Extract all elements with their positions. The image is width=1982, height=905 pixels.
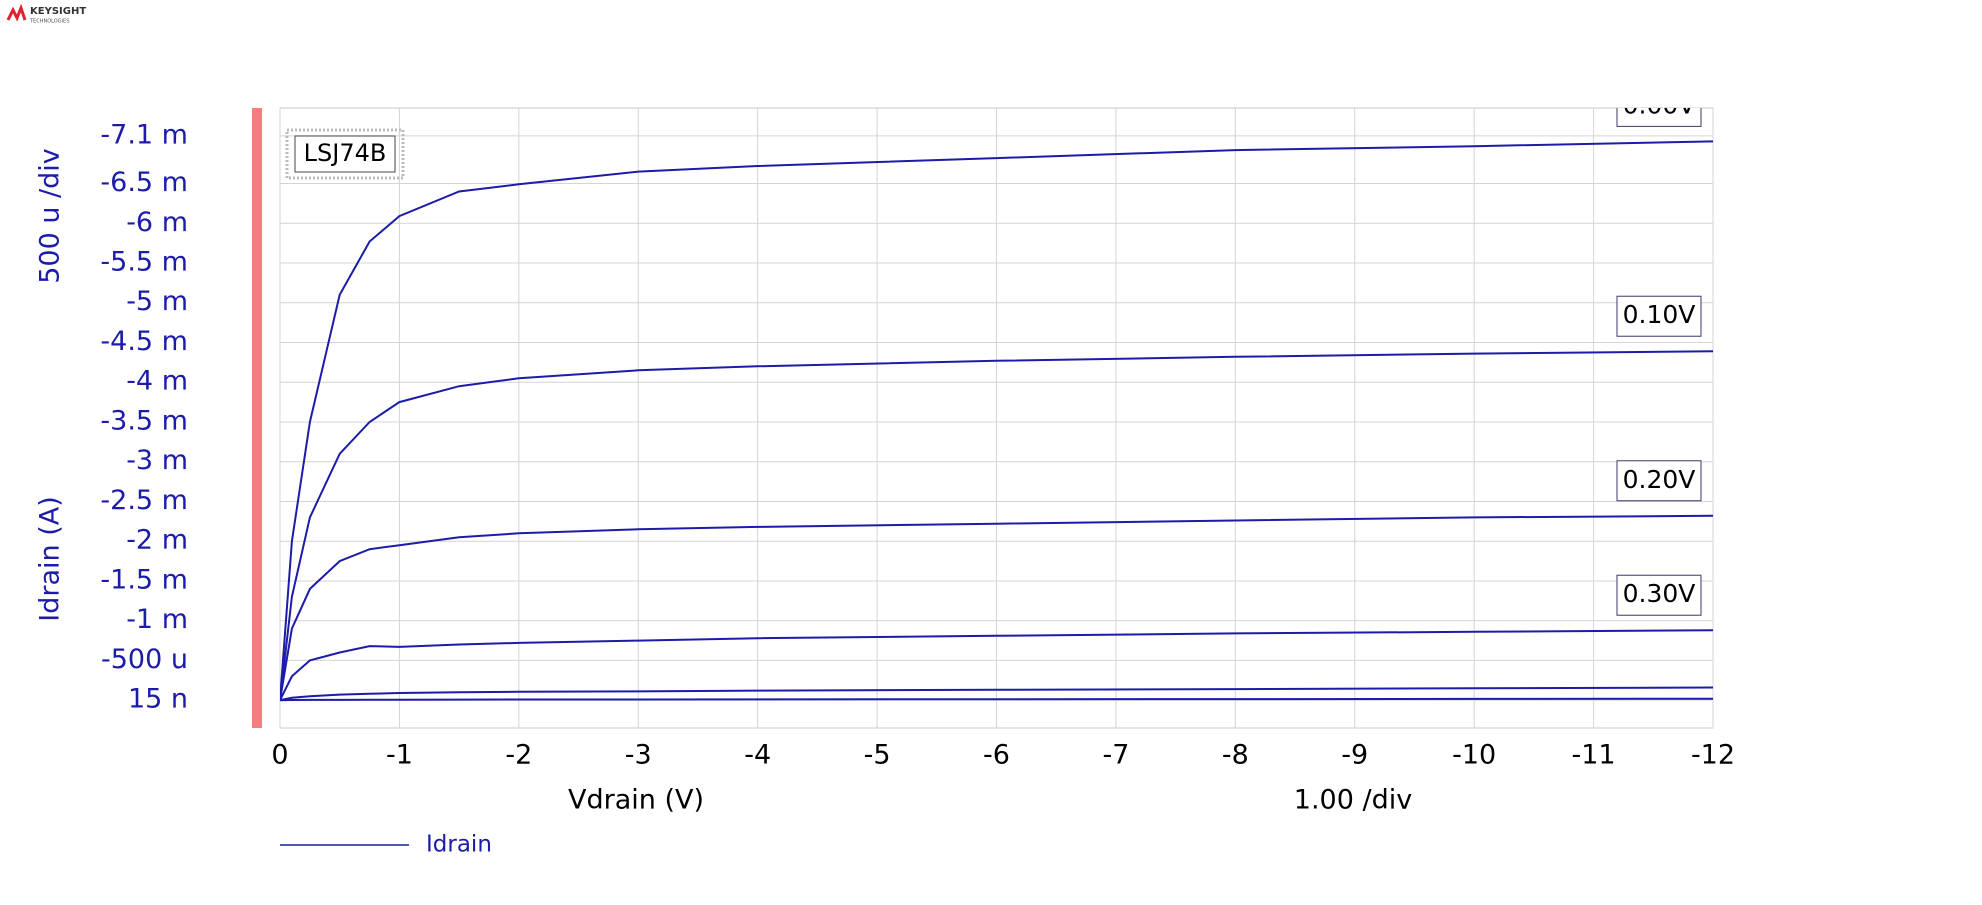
marker-bar bbox=[252, 108, 262, 728]
annotation-frame bbox=[285, 128, 405, 180]
x-axis-label: Vdrain (V) bbox=[568, 785, 704, 816]
y-tick-label: -6.5 m bbox=[100, 167, 188, 198]
x-tick-label: -1 bbox=[386, 740, 413, 771]
y-tick-label: -2 m bbox=[126, 525, 188, 556]
y-tick-label: -1.5 m bbox=[100, 564, 188, 595]
y-tick-label: -1 m bbox=[126, 604, 188, 635]
x-tick-label: -5 bbox=[864, 740, 891, 771]
x-tick-label: -7 bbox=[1102, 740, 1129, 771]
curve bbox=[280, 697, 1713, 702]
y-axis-label: Idrain (A) bbox=[35, 496, 66, 621]
x-scale: 1.00 /div bbox=[1294, 785, 1412, 816]
x-tick-label: -8 bbox=[1222, 740, 1249, 771]
annotation: LSJ74B bbox=[304, 139, 387, 167]
curve bbox=[280, 514, 1713, 701]
x-tick-label: -2 bbox=[505, 740, 532, 771]
x-tick-label: 0 bbox=[271, 740, 288, 771]
x-tick-label: -12 bbox=[1691, 740, 1735, 771]
curve bbox=[280, 350, 1713, 701]
x-tick-label: -9 bbox=[1341, 740, 1368, 771]
curve bbox=[280, 140, 1713, 701]
brand-sub: TECHNOLOGIES bbox=[29, 19, 69, 25]
curve-label: 0.20V bbox=[1623, 465, 1696, 494]
x-tick-label: -10 bbox=[1452, 740, 1496, 771]
curve-label: 0.10V bbox=[1623, 300, 1696, 329]
y-tick-label: -5 m bbox=[126, 286, 188, 317]
y-tick-label: -3 m bbox=[126, 445, 188, 476]
curve bbox=[280, 686, 1713, 702]
legend-label: Idrain bbox=[426, 832, 492, 858]
y-tick-label: 15 n bbox=[128, 684, 188, 715]
logo-mark bbox=[6, 3, 27, 22]
y-tick-label: -4 m bbox=[126, 366, 188, 397]
curve-label-box bbox=[1616, 574, 1702, 616]
x-tick-label: -6 bbox=[983, 740, 1010, 771]
x-tick-label: -11 bbox=[1572, 740, 1616, 771]
x-tick-label: -4 bbox=[744, 740, 771, 771]
y-tick-label: -4.5 m bbox=[100, 326, 188, 357]
y-tick-label: -2.5 m bbox=[100, 485, 188, 516]
x-tick-label: -3 bbox=[625, 740, 652, 771]
y-tick-label: -6 m bbox=[126, 207, 188, 238]
curve-label: 0.30V bbox=[1623, 579, 1696, 608]
curve bbox=[280, 629, 1713, 701]
curves: 0.00V 0.10V 0.20V 0.30V bbox=[280, 90, 1713, 702]
y-tick-label: -5.5 m bbox=[100, 247, 188, 278]
curve-label-box bbox=[1616, 295, 1702, 337]
curve-label-box bbox=[1616, 108, 1702, 127]
curve-label: 0.00V bbox=[1623, 90, 1696, 119]
plot-area: -7.1 m -6.5 m -6 m -5.5 m -5 m -4.5 m -4 m -3.5… bbox=[100, 108, 1735, 771]
logo: KEYSIGHT TECHNOLOGIES bbox=[6, 3, 86, 25]
curve-label-box bbox=[1616, 460, 1702, 502]
brand: KEYSIGHT bbox=[30, 6, 86, 17]
y-tick-label: -3.5 m bbox=[100, 405, 188, 436]
y-scale: 500 u /div bbox=[35, 148, 66, 284]
y-tick-label: -7.1 m bbox=[100, 119, 188, 150]
annotation-box bbox=[294, 135, 396, 173]
y-tick-label: -500 u bbox=[101, 644, 188, 675]
